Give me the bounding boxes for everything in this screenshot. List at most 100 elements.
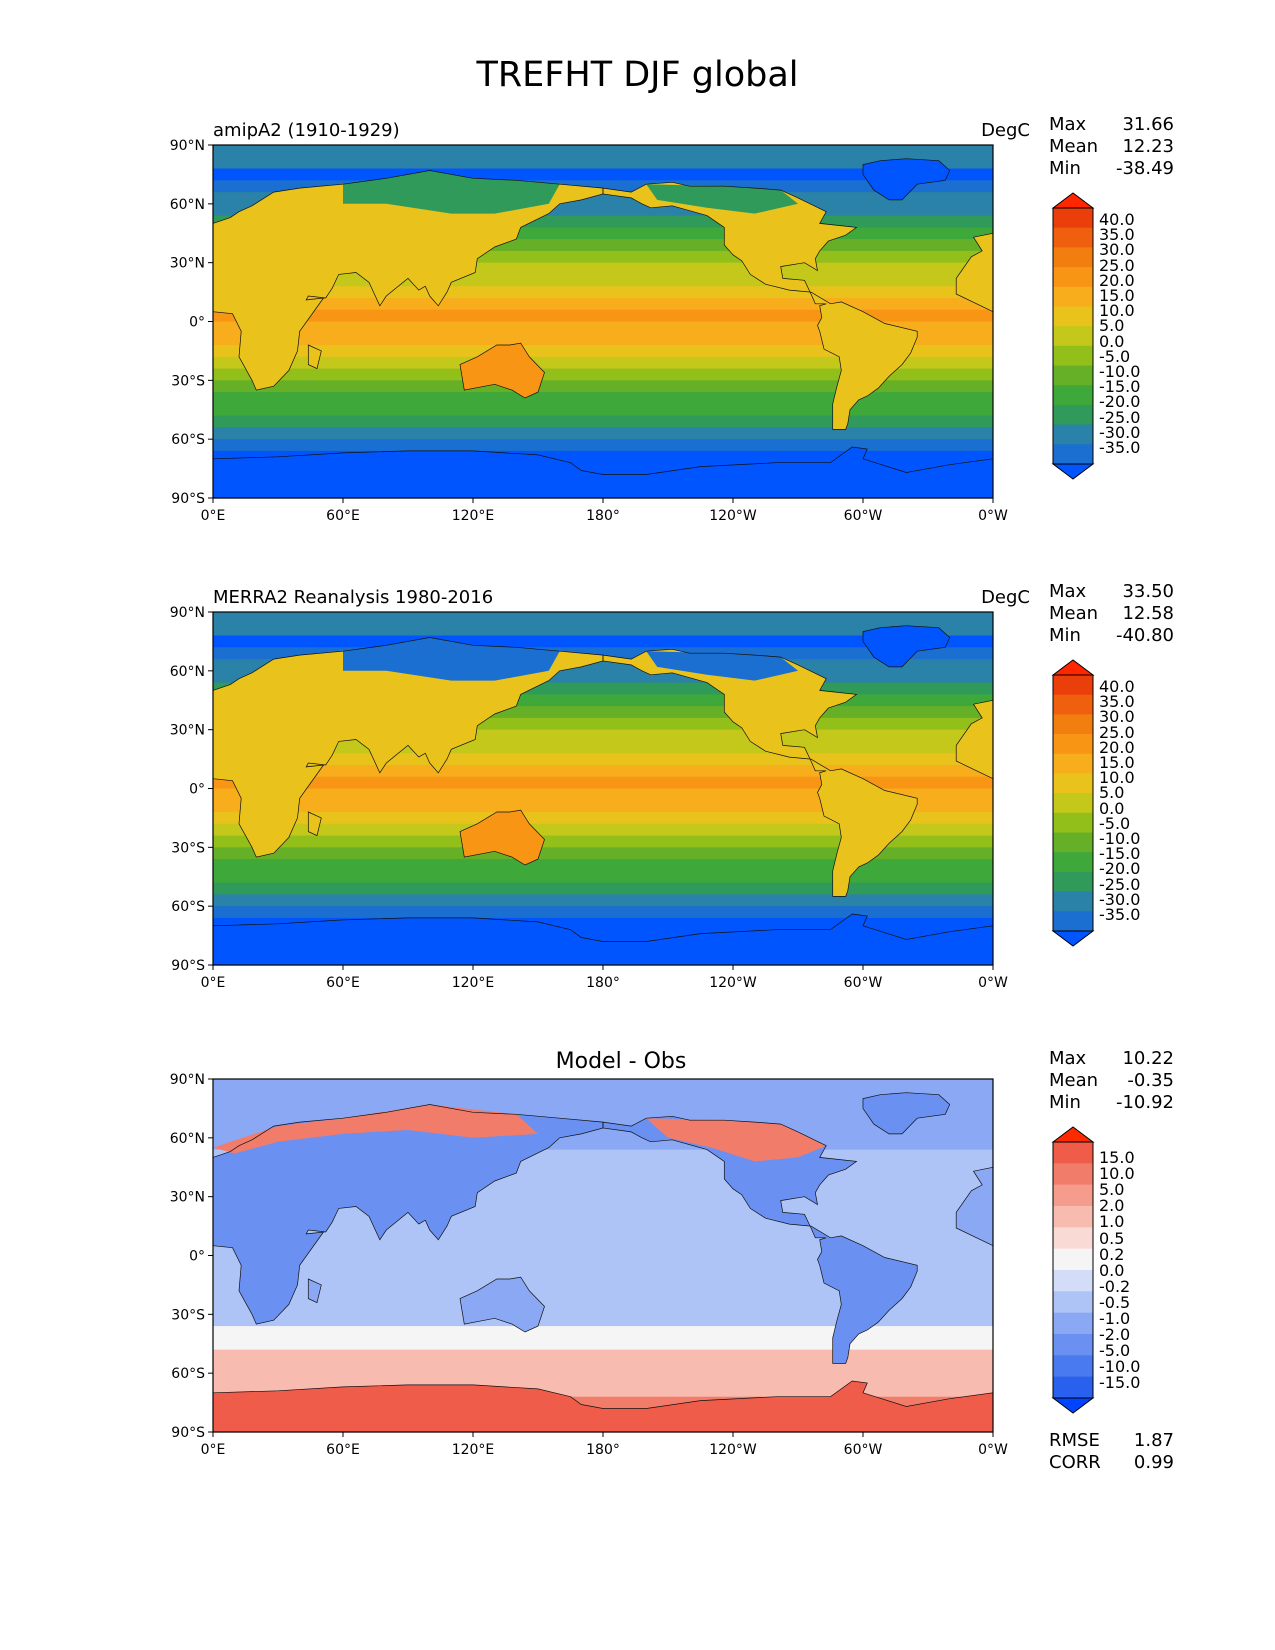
colorbar-tick-label: -30.0 bbox=[1099, 889, 1141, 909]
colorbar-segment bbox=[1053, 1206, 1093, 1228]
map-band bbox=[213, 859, 993, 872]
stat-mean-value: 12.23 bbox=[1122, 136, 1174, 157]
colorbar-tick-label: 0.0 bbox=[1099, 331, 1125, 351]
units-label: DegC bbox=[981, 120, 1030, 141]
colorbar-segment bbox=[1053, 227, 1093, 248]
map-band bbox=[213, 612, 993, 625]
coastline bbox=[955, 232, 994, 313]
colorbar-tick-label: 0.2 bbox=[1099, 1244, 1125, 1264]
difference-map: 90°N 60°N 30°N 0° 30°S 60°S 90°S0°E 60°E 120°E 18… bbox=[170, 1072, 1008, 1458]
colorbar-tick-label: -10.0 bbox=[1099, 362, 1141, 381]
units-label: DegC bbox=[981, 587, 1030, 608]
lat-tick-label: 90°N bbox=[170, 138, 205, 154]
map-band bbox=[213, 1231, 993, 1245]
lon-tick-label: 60°E bbox=[326, 1442, 360, 1458]
coastline bbox=[602, 648, 918, 897]
colorbar-segment bbox=[1053, 247, 1093, 268]
coastline bbox=[955, 699, 994, 780]
land-mass bbox=[213, 170, 603, 391]
lon-tick-label: 180° bbox=[586, 508, 620, 524]
colorbar-segment bbox=[1053, 385, 1093, 406]
colorbar-tick-label: 0.0 bbox=[1099, 798, 1125, 818]
land-mass bbox=[863, 158, 950, 200]
land-mass bbox=[308, 345, 322, 369]
lat-tick-label: 60°S bbox=[171, 899, 205, 915]
map-band bbox=[213, 380, 993, 393]
stat-min-value: -40.80 bbox=[1115, 625, 1174, 646]
colorbar-segment bbox=[1053, 852, 1093, 873]
colorbar-segment bbox=[1053, 1163, 1093, 1186]
siberia-cold-region bbox=[343, 637, 560, 681]
colorbar-tick-label: -0.2 bbox=[1099, 1276, 1131, 1296]
stat-max-value: 33.50 bbox=[1122, 581, 1174, 602]
reanalysis-panel: MERRA2 Reanalysis 1980-2016 DegC 90°N 60°… bbox=[0, 581, 1275, 1007]
lat-tick-label: 60°S bbox=[171, 1366, 205, 1382]
colorbar-segment bbox=[1053, 911, 1093, 932]
colorbar bbox=[1051, 1126, 1095, 1414]
lat-tick-label: 30°N bbox=[170, 256, 205, 272]
panel-left-title: MERRA2 Reanalysis 1980-2016 bbox=[213, 587, 494, 608]
lon-tick-label: 60°W bbox=[844, 1442, 883, 1458]
colorbar bbox=[1051, 192, 1095, 480]
coastline bbox=[862, 158, 951, 201]
map-band bbox=[213, 764, 993, 778]
colorbar-segment bbox=[1053, 773, 1093, 794]
lat-tick-label: 60°N bbox=[170, 664, 205, 680]
map-band bbox=[213, 403, 993, 417]
coastline bbox=[459, 342, 545, 399]
lon-tick-label: 180° bbox=[586, 1442, 620, 1458]
stat-corr-value: 0.99 bbox=[1133, 1452, 1174, 1473]
stat-corr-label: CORR bbox=[1049, 1452, 1101, 1473]
stat-max-label: Max bbox=[1049, 581, 1087, 602]
colorbar-tick-label: -35.0 bbox=[1099, 438, 1141, 457]
map-band bbox=[213, 356, 993, 370]
land-mass bbox=[460, 1277, 545, 1332]
colorbar-outline bbox=[1052, 207, 1094, 465]
coastline bbox=[212, 1104, 604, 1325]
map-band bbox=[213, 309, 993, 323]
colorbar-tick-label: -0.5 bbox=[1099, 1292, 1131, 1312]
map-band bbox=[213, 812, 993, 825]
map-band bbox=[213, 882, 993, 895]
map-band bbox=[213, 1373, 993, 1386]
land-mass bbox=[956, 700, 993, 779]
map-band bbox=[213, 321, 993, 334]
colorbar-tick-label: -15.0 bbox=[1099, 844, 1141, 864]
colorbar-segment bbox=[1053, 694, 1093, 715]
land-mass bbox=[956, 233, 993, 312]
map-band bbox=[213, 297, 993, 311]
lon-tick-label: 60°E bbox=[326, 508, 360, 524]
coastline bbox=[212, 637, 604, 858]
canada-cold-region bbox=[646, 651, 798, 681]
colorbar-tick-label: -30.0 bbox=[1099, 422, 1141, 442]
map-band bbox=[213, 894, 993, 907]
colorbar-tick-label: -15.0 bbox=[1099, 377, 1141, 397]
map-band bbox=[213, 1079, 993, 1092]
stat-max-label: Max bbox=[1049, 1048, 1087, 1069]
map-band bbox=[213, 345, 993, 358]
colorbar-top-extend bbox=[1051, 1126, 1095, 1143]
stat-max-label: Max bbox=[1049, 114, 1087, 135]
map-band bbox=[213, 156, 993, 170]
map-band bbox=[213, 823, 993, 837]
colorbar-outline bbox=[1052, 674, 1094, 932]
figure-title: TREFHT DJF global bbox=[476, 55, 799, 95]
colorbar-segment bbox=[1053, 812, 1093, 834]
lat-tick-label: 30°S bbox=[171, 1307, 205, 1323]
colorbar-tick-label: 25.0 bbox=[1099, 722, 1135, 742]
stat-min-value: -38.49 bbox=[1115, 158, 1174, 179]
stat-min-label: Min bbox=[1049, 158, 1081, 179]
colorbar-segment bbox=[1053, 891, 1093, 912]
lat-tick-label: 30°S bbox=[171, 840, 205, 856]
map-band bbox=[213, 415, 993, 428]
eurasia-warm-bias bbox=[213, 1104, 538, 1154]
lat-tick-label: 30°N bbox=[170, 1190, 205, 1206]
lon-tick-label: 60°E bbox=[326, 975, 360, 991]
colorbar-tick-label: -10.0 bbox=[1099, 829, 1141, 848]
stat-rmse-label: RMSE bbox=[1049, 1430, 1100, 1451]
colorbar-segment bbox=[1053, 734, 1093, 755]
colorbar-tick-label: 30.0 bbox=[1099, 240, 1135, 260]
stat-mean-value: -0.35 bbox=[1127, 1070, 1174, 1091]
colorbar-segment bbox=[1053, 404, 1093, 426]
map-band bbox=[213, 1302, 993, 1315]
